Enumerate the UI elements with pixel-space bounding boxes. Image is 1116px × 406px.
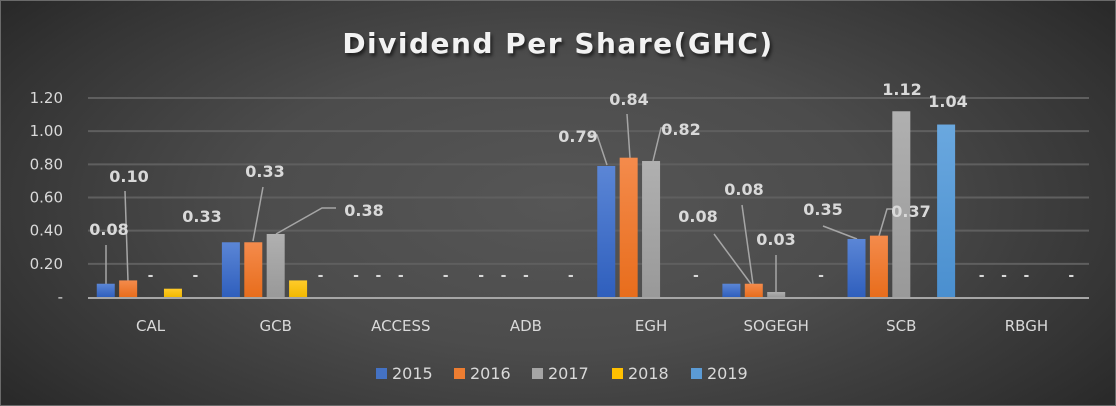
bar-2016-cal [119, 280, 138, 297]
data-labels: 0.080.33- -0.790.08 0.35-0.10 0.33- -0.840.0… [89, 80, 1074, 284]
data-label-dash: - [443, 268, 449, 284]
leader-lines [105, 113, 896, 292]
data-label: 1.12 [882, 80, 921, 99]
legend-label: 2015 [392, 364, 433, 383]
x-tick-label: ADB [510, 317, 542, 335]
x-tick-label: GCB [259, 317, 291, 335]
leader-line [591, 134, 608, 166]
chart-title: Dividend Per Share(GHC) [342, 27, 774, 60]
data-label: 0.35 [803, 200, 842, 219]
legend-label: 2017 [548, 364, 589, 383]
leader-line [822, 225, 858, 240]
y-axis: - 0.20 0.40 0.60 0.80 1.00 1.20 [30, 89, 63, 306]
x-tick-label: ACCESS [371, 317, 430, 335]
bar-2019-scb [937, 124, 956, 298]
y-tick-label: 0.60 [30, 189, 63, 207]
data-label: 0.33 [182, 207, 221, 226]
bar-2015-scb [847, 238, 866, 297]
x-tick-label: RBGH [1005, 317, 1048, 335]
legend-item-2016: 2016 [454, 364, 511, 383]
data-label-dash: - [568, 268, 574, 284]
x-tick-label: EGH [635, 317, 667, 335]
data-label-dash: - [376, 268, 382, 284]
legend-label: 2018 [628, 364, 669, 383]
y-tick-label: 1.00 [30, 122, 63, 140]
data-label: 0.08 [678, 207, 717, 226]
bar-2017-scb [892, 111, 911, 298]
legend-label: 2016 [470, 364, 511, 383]
data-label: 0.08 [89, 220, 128, 239]
y-tick-label: 0.80 [30, 155, 63, 173]
data-label-dash: - [523, 268, 529, 284]
y-tick-label: 0.20 [30, 255, 63, 273]
data-label-dash: - [1024, 268, 1030, 284]
bar-2015-sogegh [722, 283, 741, 297]
bar-2015-egh [597, 165, 616, 297]
bar-2017-sogegh [767, 292, 786, 297]
bar-2015-cal [96, 283, 115, 297]
leader-line [124, 190, 129, 282]
data-label-dash: - [501, 268, 507, 284]
data-label-dash: - [1001, 268, 1007, 284]
legend-swatch-icon [376, 368, 387, 379]
data-label-dash: - [979, 268, 985, 284]
bar-2016-gcb [244, 242, 263, 297]
data-label: 0.10 [109, 167, 148, 186]
data-label-dash: - [318, 268, 324, 284]
bar-2016-egh [619, 157, 638, 297]
leader-line [741, 204, 754, 285]
bar-2016-scb [869, 235, 888, 297]
legend-swatch-icon [532, 368, 543, 379]
data-label: 0.84 [609, 90, 648, 109]
data-label: 0.38 [344, 201, 383, 220]
bar-2015-gcb [221, 242, 240, 297]
legend-label: 2019 [707, 364, 748, 383]
legend-item-2017: 2017 [532, 364, 589, 383]
leader-line [275, 207, 336, 235]
legend-swatch-icon [454, 368, 465, 379]
legend-item-2019: 2019 [691, 364, 748, 383]
y-tick-label: 0.40 [30, 222, 63, 240]
data-label: 0.37 [891, 202, 930, 221]
data-label-dash: - [398, 268, 404, 284]
bar-2017-egh [642, 161, 661, 297]
y-tick-label: - [58, 288, 63, 306]
data-label: 0.82 [661, 120, 700, 139]
leader-line [652, 127, 669, 162]
bar-2016-sogegh [744, 283, 763, 297]
data-label-dash: - [693, 268, 699, 284]
data-label-dash: - [818, 268, 824, 284]
data-label: 0.08 [724, 180, 763, 199]
leader-line [626, 113, 631, 159]
data-label-dash: - [478, 268, 484, 284]
data-label-dash: - [353, 268, 359, 284]
bar-2018-gcb [289, 280, 308, 297]
bar-2017-gcb [266, 233, 285, 297]
legend-swatch-icon [691, 368, 702, 379]
bar-2018-cal [163, 288, 182, 297]
x-axis: CAL GCB ACCESS ADB EGH SOGEGH SCB RBGH [88, 297, 1089, 335]
bars [96, 111, 956, 298]
data-label-dash: - [1068, 268, 1074, 284]
legend-item-2015: 2015 [376, 364, 433, 383]
legend-swatch-icon [612, 368, 623, 379]
data-label: 0.03 [756, 230, 795, 249]
legend-item-2018: 2018 [612, 364, 669, 383]
x-tick-label: SCB [886, 317, 916, 335]
y-tick-label: 1.20 [30, 89, 63, 107]
data-label-dash: - [148, 268, 154, 284]
data-label: 0.33 [245, 162, 284, 181]
data-label: 1.04 [928, 92, 967, 111]
data-label: 0.79 [558, 127, 597, 146]
x-tick-label: CAL [136, 317, 166, 335]
data-label-dash: - [192, 268, 198, 284]
legend: 2015 2016 2017 2018 2019 [376, 364, 748, 383]
leader-line [252, 186, 264, 242]
x-tick-label: SOGEGH [744, 317, 809, 335]
leader-line [713, 233, 752, 285]
